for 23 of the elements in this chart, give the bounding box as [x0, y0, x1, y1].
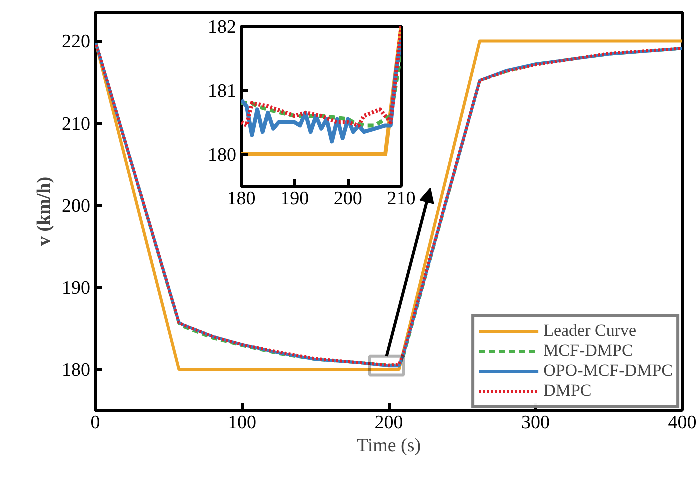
x-tick-label: 180 [227, 188, 256, 210]
legend-label: Leader Curve [544, 321, 637, 341]
x-tick-label: 100 [228, 412, 256, 434]
y-tick-label: 180 [208, 145, 236, 166]
legend-label: MCF-DMPC [544, 341, 634, 361]
y-tick-label: 220 [62, 32, 90, 53]
legend-label: OPO-MCF-DMPC [544, 361, 673, 381]
x-tick-label: 400 [668, 412, 697, 434]
x-tick-label: 300 [522, 412, 550, 434]
y-axis-title: v (km/h) [34, 176, 55, 246]
x-tick-label: 190 [280, 188, 310, 210]
y-tick-label: 181 [208, 81, 236, 102]
y-tick-label: 180 [62, 360, 90, 381]
x-tick-label: 200 [334, 188, 362, 210]
x-axis-title: Time (s) [356, 436, 422, 456]
x-tick-label: 210 [387, 188, 416, 210]
y-tick-label: 190 [62, 278, 90, 299]
x-tick-label: 200 [374, 412, 404, 434]
legend-label: DMPC [544, 381, 592, 401]
y-tick-label: 182 [208, 17, 236, 38]
line-series [242, 26, 402, 128]
x-tick-label: 0 [90, 412, 100, 434]
y-tick-label: 210 [62, 114, 90, 135]
